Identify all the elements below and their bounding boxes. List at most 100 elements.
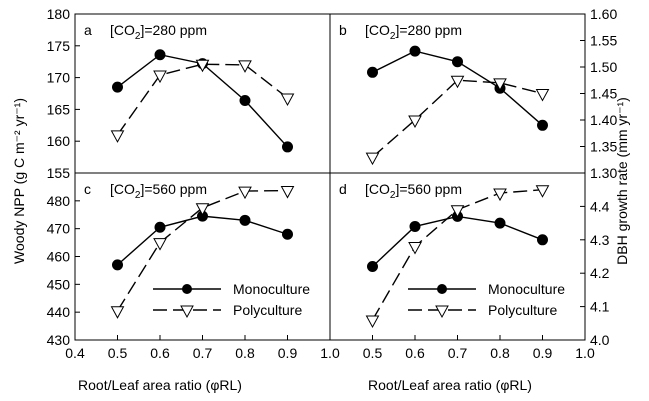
data-point-polyculture bbox=[110, 306, 125, 319]
data-point-monoculture bbox=[282, 228, 293, 240]
data-point-polyculture bbox=[280, 93, 295, 106]
y-tick-label: 155 bbox=[47, 165, 71, 181]
x-tick-label: 0.4 bbox=[65, 345, 85, 361]
x-tick-label: 0.9 bbox=[533, 345, 553, 361]
y-tick-label: 4.2 bbox=[590, 265, 610, 281]
panel-letter: b bbox=[339, 22, 347, 38]
y-tick-label: 1.30 bbox=[590, 165, 617, 181]
data-point-polyculture bbox=[450, 205, 465, 218]
data-point-polyculture bbox=[153, 70, 167, 84]
y-axis-label-left: Woody NPP (g C m⁻² yr⁻¹) bbox=[11, 98, 27, 264]
panel-a: 155 160 165 170 175 180 a [CO2]=280 ppm bbox=[47, 6, 331, 181]
x-tick-label: 0.7 bbox=[193, 345, 213, 361]
x-axis-label-right: Root/Leaf area ratio (φRL) bbox=[368, 377, 532, 393]
y-tick-label: 460 bbox=[47, 249, 71, 265]
data-point-monoculture bbox=[239, 214, 251, 226]
x-tick-label: 0.9 bbox=[278, 345, 298, 361]
x-tick-label: 0.5 bbox=[108, 345, 128, 361]
data-point-polyculture bbox=[493, 188, 507, 202]
y-tick-label: 1.45 bbox=[590, 86, 617, 102]
data-point-monoculture bbox=[409, 45, 421, 57]
data-point-polyculture bbox=[195, 59, 210, 73]
y-tick-label: 175 bbox=[47, 38, 71, 54]
data-point-polyculture bbox=[493, 78, 507, 91]
y-tick-label: 1.50 bbox=[590, 59, 617, 75]
x-axis-label-left: Root/Leaf area ratio (φRL) bbox=[78, 377, 242, 393]
data-point-monoculture bbox=[409, 220, 421, 232]
series-line-polyculture bbox=[372, 79, 543, 158]
x-tick-label: 1.0 bbox=[320, 345, 340, 361]
legend-label-polyculture: Polyculture bbox=[488, 302, 557, 318]
y-tick-label: 430 bbox=[47, 332, 71, 348]
x-tick-label: 1.0 bbox=[575, 345, 595, 361]
x-tick-label: 0.6 bbox=[405, 345, 425, 361]
legend: Monoculture Polyculture bbox=[153, 281, 310, 319]
y-tick-label: 4.4 bbox=[590, 198, 610, 214]
data-point-polyculture bbox=[238, 60, 252, 73]
data-point-polyculture bbox=[195, 203, 210, 216]
data-point-polyculture bbox=[450, 75, 465, 89]
x-tick-label: 0.8 bbox=[490, 345, 510, 361]
data-point-monoculture bbox=[367, 66, 378, 78]
series-line-polyculture bbox=[116, 189, 288, 312]
x-tick-label: 0.7 bbox=[448, 345, 468, 361]
y-tick-label: 165 bbox=[47, 101, 71, 117]
data-point-monoculture bbox=[367, 261, 378, 273]
data-point-polyculture bbox=[365, 315, 380, 329]
legend-marker-polyculture bbox=[435, 305, 449, 319]
panel-letter: a bbox=[84, 22, 92, 38]
y-tick-label: 1.35 bbox=[590, 139, 617, 155]
panels: 155 160 165 170 175 180 a [CO2]=280 ppm 1.30 1.35… bbox=[47, 6, 618, 361]
panel-d: 4.0 4.1 4.2 4.3 4.4 0.5 0.6 0.7 0.8 0.9 1.0 d [CO2]=… bbox=[329, 172, 610, 361]
data-point-polyculture bbox=[535, 185, 550, 198]
x-tick-label: 0.8 bbox=[235, 345, 255, 361]
data-point-monoculture bbox=[154, 49, 166, 61]
y-tick-label: 480 bbox=[47, 193, 71, 209]
data-point-polyculture bbox=[280, 186, 295, 199]
panel-letter: c bbox=[84, 181, 91, 197]
legend-marker-monoculture bbox=[437, 284, 447, 294]
data-point-monoculture bbox=[154, 221, 166, 233]
data-point-polyculture bbox=[535, 89, 550, 102]
data-point-monoculture bbox=[537, 234, 548, 246]
data-point-polyculture bbox=[110, 130, 125, 143]
panel-b: 1.30 1.35 1.40 1.45 1.50 1.55 1.60 b [CO2]=280 p… bbox=[329, 6, 617, 181]
y-tick-label: 180 bbox=[47, 6, 71, 22]
y-tick-label: 170 bbox=[47, 70, 71, 86]
y-tick-label: 1.60 bbox=[590, 6, 617, 22]
data-point-monoculture bbox=[239, 94, 251, 106]
data-point-polyculture bbox=[408, 115, 422, 129]
y-tick-label: 1.55 bbox=[590, 33, 617, 49]
y-tick-label: 450 bbox=[47, 276, 71, 292]
co2-annotation: [CO2]=560 ppm bbox=[365, 181, 462, 201]
co2-annotation: [CO2]=560 ppm bbox=[110, 181, 207, 201]
data-point-polyculture bbox=[365, 152, 380, 166]
y-axis-label-right: DBH growth rate (mm yr⁻¹) bbox=[614, 97, 630, 265]
x-tick-label: 0.6 bbox=[150, 345, 170, 361]
data-point-monoculture bbox=[112, 81, 123, 93]
legend-label-polyculture: Polyculture bbox=[233, 302, 302, 318]
legend-marker-polyculture bbox=[180, 305, 194, 319]
legend-marker-monoculture bbox=[182, 284, 192, 294]
legend-label-monoculture: Monoculture bbox=[488, 281, 565, 297]
x-tick-label: 0.5 bbox=[363, 345, 383, 361]
series-line-monoculture bbox=[372, 215, 543, 268]
data-point-monoculture bbox=[282, 141, 293, 153]
legend-label-monoculture: Monoculture bbox=[233, 281, 310, 297]
data-point-polyculture bbox=[238, 186, 252, 200]
data-point-monoculture bbox=[112, 259, 123, 271]
y-tick-label: 440 bbox=[47, 304, 71, 320]
data-point-monoculture bbox=[452, 56, 463, 68]
co2-annotation: [CO2]=280 ppm bbox=[110, 22, 207, 42]
panel-letter: d bbox=[339, 181, 347, 197]
y-tick-label: 4.1 bbox=[590, 299, 610, 315]
data-point-monoculture bbox=[537, 119, 548, 131]
data-point-monoculture bbox=[494, 217, 506, 229]
y-tick-label: 1.40 bbox=[590, 112, 617, 128]
data-point-polyculture bbox=[153, 238, 167, 251]
y-tick-label: 4.0 bbox=[590, 332, 610, 348]
y-tick-label: 160 bbox=[47, 133, 71, 149]
series-line-polyculture bbox=[116, 63, 288, 136]
y-tick-label: 470 bbox=[47, 221, 71, 237]
